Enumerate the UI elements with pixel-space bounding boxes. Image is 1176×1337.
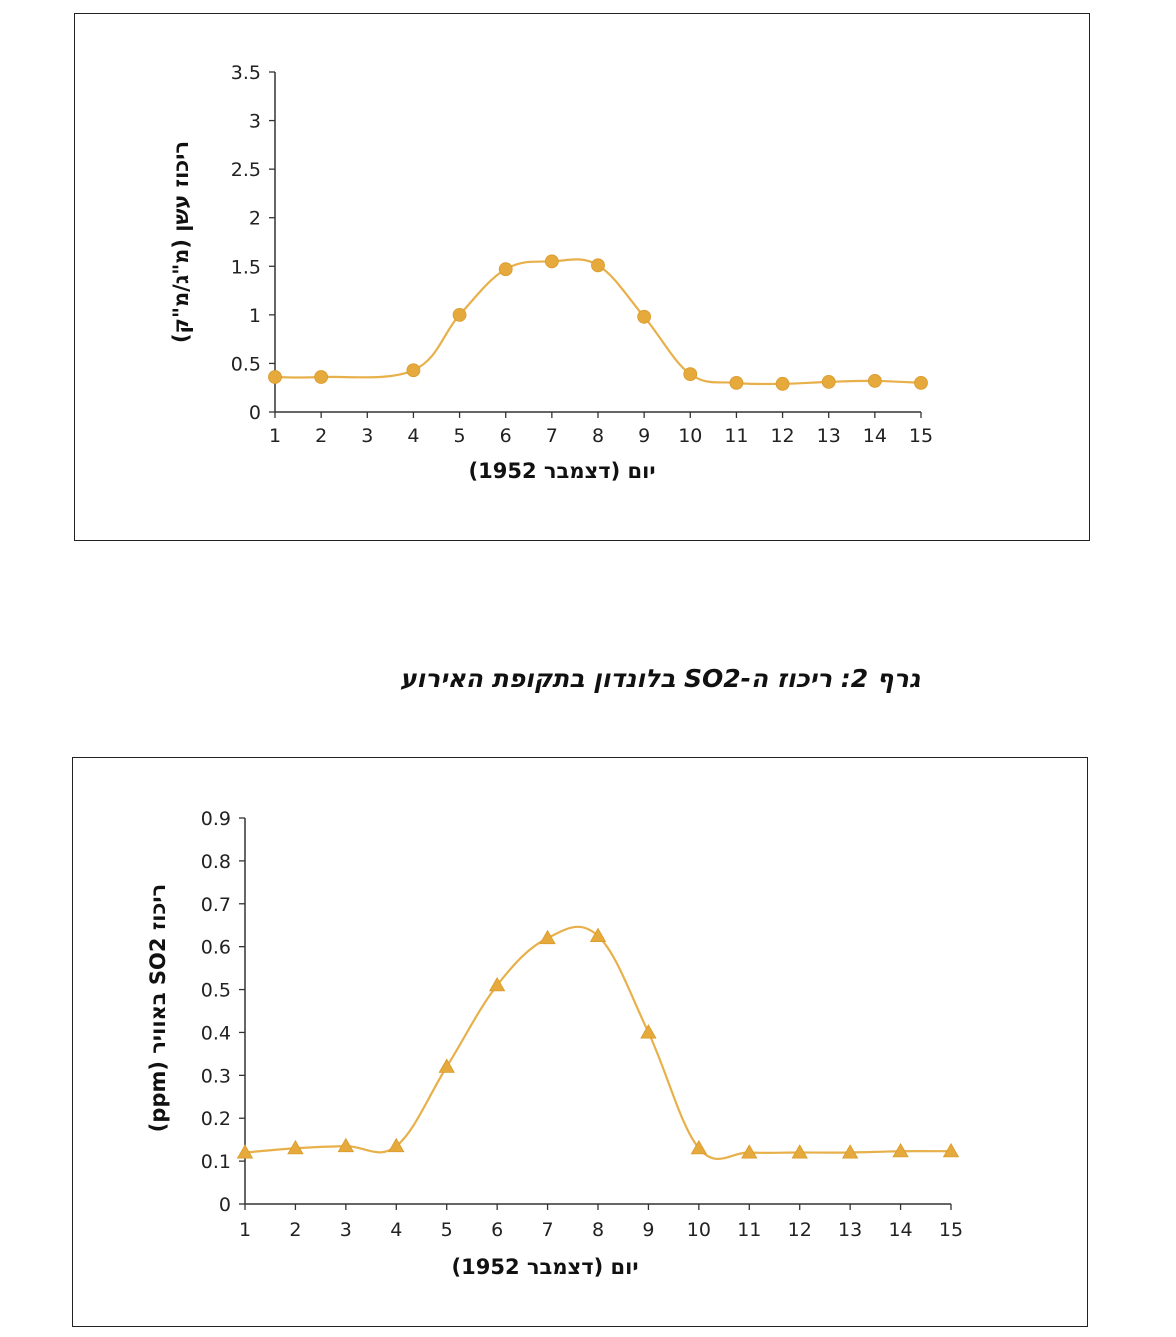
x-tick-label: 9 bbox=[642, 1219, 654, 1241]
x-tick-label: 2 bbox=[289, 1219, 301, 1241]
data-point bbox=[640, 1024, 657, 1039]
x-tick-label: 15 bbox=[939, 1219, 963, 1241]
x-axis-title: יום (דצמבר 1952) bbox=[469, 459, 656, 483]
data-point bbox=[867, 374, 882, 388]
x-tick-label: 7 bbox=[542, 1219, 554, 1241]
x-tick-label: 12 bbox=[770, 425, 794, 447]
y-tick-label: 1.5 bbox=[231, 256, 261, 278]
x-tick-label: 14 bbox=[888, 1219, 912, 1241]
series-line bbox=[274, 258, 922, 386]
data-point bbox=[388, 1137, 405, 1153]
x-tick-label: 6 bbox=[491, 1219, 503, 1241]
data-point bbox=[589, 927, 607, 942]
chart-frame-so2: 0 0.1 0.2 0.3 0.4 0.5 0.6 0.7 0.8 0.9 1 2 3 4 5 6 7 8 9 10 1… bbox=[72, 757, 1088, 1327]
x-tick-label: 12 bbox=[788, 1219, 812, 1241]
data-point bbox=[942, 1142, 960, 1158]
x-tick-label: 8 bbox=[592, 1219, 604, 1241]
y-tick-label: 0.5 bbox=[231, 353, 261, 375]
data-point bbox=[690, 1139, 708, 1155]
data-point bbox=[791, 1144, 808, 1159]
data-point bbox=[287, 1139, 304, 1155]
data-point bbox=[314, 370, 329, 384]
data-point bbox=[591, 258, 605, 273]
x-tick-label: 5 bbox=[441, 1219, 453, 1241]
smoke-concentration-chart: 00.511.522.533.51 2 3 4 5 6 7 8 9 10 11 12 13 14 15יום… bbox=[169, 62, 933, 483]
data-point bbox=[438, 1058, 455, 1073]
x-tick-label: 14 bbox=[863, 425, 887, 447]
data-point bbox=[775, 376, 790, 391]
series-line bbox=[244, 925, 952, 1160]
y-tick-label: 0.1 bbox=[201, 1151, 231, 1173]
x-tick-label: 7 bbox=[546, 425, 558, 447]
data-point bbox=[914, 375, 928, 390]
data-point bbox=[892, 1142, 909, 1158]
x-tick-label: 6 bbox=[500, 425, 512, 447]
x-tick-label: 4 bbox=[407, 425, 419, 447]
y-tick-label: 0.5 bbox=[201, 980, 231, 1002]
x-tick-label: 11 bbox=[737, 1219, 761, 1241]
y-tick-label: 3.5 bbox=[231, 62, 261, 84]
data-point bbox=[683, 367, 698, 382]
data-point bbox=[821, 374, 836, 389]
y-tick-label: 0 bbox=[219, 1194, 231, 1216]
data-point bbox=[729, 375, 744, 390]
x-tick-label: 1 bbox=[269, 425, 281, 447]
y-tick-label: 0.9 bbox=[201, 808, 231, 830]
x-tick-label: 15 bbox=[909, 425, 933, 447]
y-tick-label: 0.3 bbox=[201, 1065, 231, 1087]
x-tick-label: 13 bbox=[838, 1219, 862, 1241]
y-axis-title: ריכוז עשן (מ"ג/מ"ק) bbox=[169, 141, 193, 343]
data-point bbox=[841, 1144, 859, 1159]
y-tick-label: 0 bbox=[249, 402, 261, 424]
y-tick-label: 0.8 bbox=[201, 851, 231, 873]
data-point bbox=[236, 1144, 254, 1159]
so2-concentration-chart: 00.10.20.30.40.50.60.70.80.91 2 3 4 5 6 7 8 9 10 1… bbox=[146, 808, 963, 1279]
data-point bbox=[498, 262, 513, 277]
chart-frame-smoke: 0 0.5 1 1.5 2 2.5 3 3.5 1 2 3 4 5 6 7 8 9 10 11 12 13 14 15 יום… bbox=[74, 13, 1090, 541]
x-tick-label: 4 bbox=[390, 1219, 402, 1241]
x-tick-label: 9 bbox=[638, 425, 650, 447]
data-point bbox=[741, 1144, 758, 1159]
x-tick-label: 3 bbox=[340, 1219, 352, 1241]
chart-caption: גרף 2: ריכוז ה-SO2 בלונדון בתקופת האירוע bbox=[399, 664, 920, 693]
x-tick-label: 11 bbox=[724, 425, 748, 447]
x-tick-label: 1 bbox=[239, 1219, 251, 1241]
y-tick-label: 1 bbox=[249, 305, 261, 327]
data-point bbox=[488, 976, 506, 992]
x-tick-label: 10 bbox=[687, 1219, 711, 1241]
x-axis-title: יום (דצמבר 1952) bbox=[452, 1255, 639, 1279]
y-tick-label: 0.6 bbox=[201, 937, 231, 959]
x-tick-label: 10 bbox=[678, 425, 702, 447]
y-tick-label: 0.7 bbox=[201, 894, 231, 916]
y-tick-label: 2.5 bbox=[231, 159, 261, 181]
x-tick-label: 5 bbox=[454, 425, 466, 447]
y-tick-label: 0.4 bbox=[201, 1022, 231, 1044]
x-tick-label: 13 bbox=[817, 425, 841, 447]
data-point bbox=[268, 370, 282, 384]
y-axis-title: ריכוז SO2 באוויר (ppm) bbox=[146, 884, 170, 1132]
data-point bbox=[452, 307, 467, 322]
data-point bbox=[539, 929, 556, 945]
data-point bbox=[337, 1137, 355, 1153]
x-tick-label: 8 bbox=[592, 425, 604, 447]
y-tick-label: 0.2 bbox=[201, 1108, 231, 1130]
y-tick-label: 3 bbox=[249, 111, 261, 133]
x-tick-label: 2 bbox=[315, 425, 327, 447]
data-point bbox=[544, 254, 559, 269]
data-point bbox=[637, 309, 652, 324]
y-tick-label: 2 bbox=[249, 208, 261, 230]
data-point bbox=[406, 363, 421, 378]
x-tick-label: 3 bbox=[361, 425, 373, 447]
